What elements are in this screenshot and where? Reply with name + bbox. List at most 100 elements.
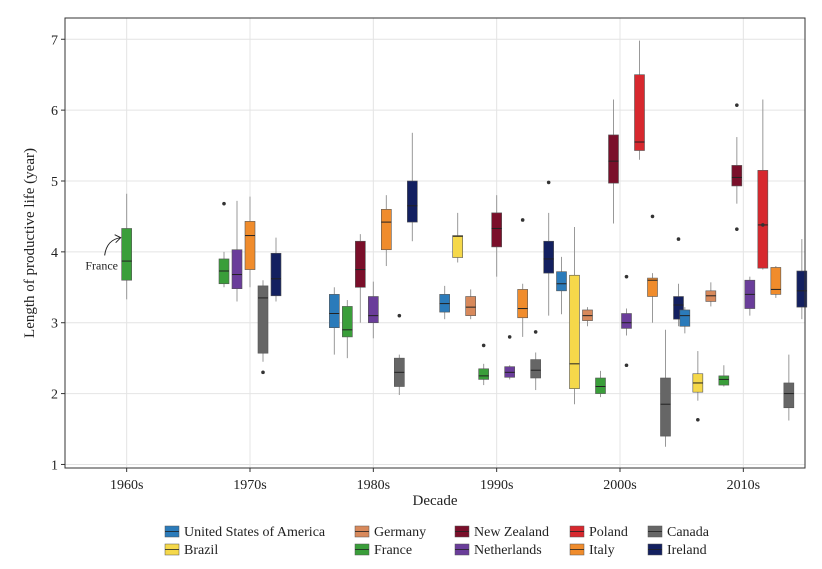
box-new-zealand-2010s: [731, 103, 743, 231]
box-netherlands-2000s: [621, 274, 632, 368]
legend-item-france: France: [354, 543, 412, 558]
legend-item-poland: Poland: [569, 525, 628, 540]
box-france-2000s: [595, 370, 606, 398]
box-ireland-2010s: [796, 239, 808, 320]
box-body: [355, 240, 366, 288]
box-brazil-2000s: [569, 227, 580, 405]
box-united-states-of-america-1980s: [329, 287, 340, 355]
box-outlier: [624, 274, 629, 279]
box-outlier: [520, 218, 525, 222]
box-body: [731, 165, 743, 187]
annotation-layer: France: [85, 234, 122, 273]
box-body: [530, 359, 541, 379]
box-italy-2000s: [647, 214, 658, 323]
box-outlier: [533, 330, 538, 334]
x-tick-label: 2000s: [603, 478, 636, 493]
legend-label: Germany: [374, 525, 426, 540]
legend-item-netherlands: Netherlands: [454, 543, 542, 558]
legend-item-united-states-of-america: United States of America: [164, 525, 326, 540]
legend-item-italy: Italy: [569, 543, 615, 558]
box-canada-1990s: [530, 330, 541, 391]
box-new-zealand-1990s: [491, 195, 502, 277]
box-body: [673, 296, 684, 320]
box-body: [491, 212, 502, 248]
box-body: [368, 296, 379, 324]
y-tick-label: 4: [51, 246, 58, 261]
box-body: [329, 294, 340, 328]
axis-layer: 1 2 3 4 5 6 7 1960s 1970s 1980s 1990s 2000s 2010s: [51, 33, 760, 493]
y-tick-label: 5: [51, 175, 58, 190]
box-outlier: [481, 343, 486, 348]
box-italy-1980s: [381, 195, 392, 267]
legend-label: France: [374, 543, 412, 558]
box-layer: [121, 40, 808, 447]
box-outlier: [397, 313, 402, 318]
box-body: [556, 271, 567, 292]
plot-border: [64, 17, 806, 469]
box-body: [257, 285, 269, 354]
box-germany-1990s: [465, 289, 476, 320]
y-tick-label: 7: [51, 33, 58, 48]
box-new-zealand-2000s: [608, 99, 619, 224]
box-body: [121, 228, 132, 281]
box-new-zealand-1980s: [355, 234, 366, 323]
x-tick-label: 1960s: [110, 478, 143, 493]
box-body: [244, 221, 256, 270]
box-body: [796, 270, 808, 308]
x-tick-label: 2010s: [727, 478, 760, 493]
box-body: [718, 375, 730, 386]
y-axis-title: Length of productive life (year): [22, 148, 38, 338]
legend-item-brazil: Brazil: [164, 543, 218, 558]
legend-label: New Zealand: [474, 525, 549, 540]
y-tick-label: 2: [51, 388, 58, 403]
box-germany-2000s: [582, 307, 593, 327]
box-outlier: [696, 418, 700, 422]
box-body: [783, 382, 795, 409]
box-body: [621, 313, 632, 329]
box-ireland-1990s: [543, 180, 554, 316]
box-italy-1990s: [517, 218, 528, 337]
box-ireland-1970s: [270, 237, 282, 302]
box-outlier: [507, 335, 512, 339]
legend-label: Ireland: [667, 543, 707, 558]
box-body: [569, 274, 580, 389]
box-italy-2010s: [770, 266, 782, 298]
box-france-1980s: [342, 300, 353, 359]
box-united-states-of-america-2000s: [556, 256, 567, 315]
box-body: [231, 249, 243, 290]
box-netherlands-2010s: [744, 276, 756, 316]
legend-item-new-zealand: New Zealand: [454, 525, 549, 540]
box-poland-2000s: [634, 40, 645, 160]
legend: United States of America Brazil Germany Fra…: [164, 525, 710, 558]
legend-item-canada: Canada: [647, 525, 710, 540]
box-body: [770, 267, 782, 295]
legend-item-germany: Germany: [354, 525, 426, 540]
legend-label: Italy: [589, 543, 615, 558]
box-france-2010s: [718, 365, 730, 387]
box-body: [381, 209, 392, 251]
box-body: [407, 180, 418, 223]
box-france-1960s: [121, 193, 132, 300]
y-tick-label: 1: [51, 458, 58, 473]
box-body: [679, 309, 691, 327]
box-body: [660, 377, 671, 437]
legend-label: Poland: [589, 525, 628, 540]
box-outlier: [624, 363, 629, 368]
box-outlier: [761, 223, 765, 227]
y-tick-label: 6: [51, 104, 58, 119]
x-tick-label: 1990s: [480, 478, 513, 493]
box-body: [478, 368, 489, 380]
box-brazil-1990s: [452, 212, 463, 263]
legend-item-ireland: Ireland: [647, 543, 707, 558]
box-united-states-of-america-1990s: [439, 285, 450, 320]
box-netherlands-1980s: [368, 281, 379, 339]
box-body: [634, 74, 645, 151]
annotation-arrowhead: [114, 234, 122, 244]
box-netherlands-1990s: [504, 335, 515, 380]
box-body: [757, 170, 769, 269]
box-body: [647, 277, 658, 297]
box-canada-2000s: [660, 329, 671, 447]
box-outlier: [546, 180, 551, 185]
y-tick-label: 3: [51, 317, 58, 332]
